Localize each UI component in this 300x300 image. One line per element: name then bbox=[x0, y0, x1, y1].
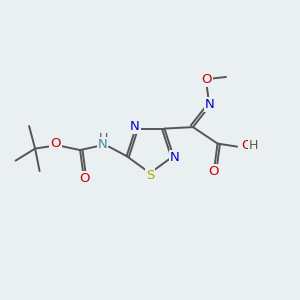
Text: O: O bbox=[241, 139, 251, 152]
Text: O: O bbox=[80, 172, 90, 184]
Text: S: S bbox=[146, 169, 154, 182]
Text: N: N bbox=[130, 120, 140, 133]
Text: H: H bbox=[248, 139, 258, 152]
Text: O: O bbox=[208, 165, 218, 178]
Text: N: N bbox=[170, 151, 179, 164]
Text: H: H bbox=[99, 132, 108, 145]
Text: O: O bbox=[50, 137, 61, 150]
Text: O: O bbox=[201, 74, 212, 86]
Text: N: N bbox=[205, 98, 215, 111]
Text: N: N bbox=[98, 138, 107, 151]
